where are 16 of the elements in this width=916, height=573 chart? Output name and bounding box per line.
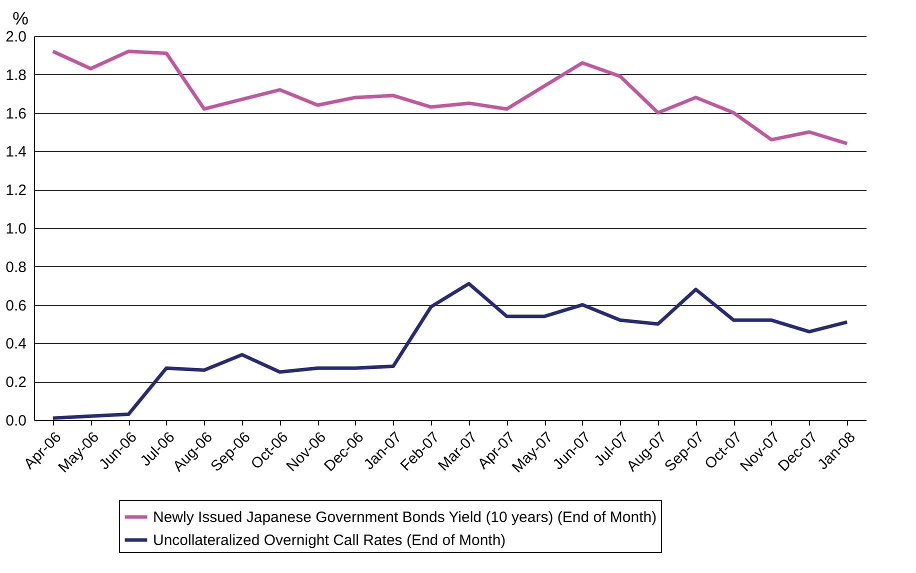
y-tick-label: 0.8: [6, 258, 26, 276]
line-series: [51, 50, 849, 146]
y-tick-label: 2.0: [6, 28, 26, 46]
legend-label: Uncollateralized Overnight Call Rates (End of Month): [153, 532, 506, 549]
line-series: [51, 282, 849, 420]
y-tick-label: 1.8: [6, 66, 26, 84]
y-tick-label: 0.0: [6, 412, 26, 430]
y-tick-label: 1.0: [6, 220, 26, 238]
y-tick-label: 1.6: [6, 105, 26, 122]
y-tick-label: 0.2: [6, 374, 26, 392]
y-tick-label: 1.2: [6, 182, 26, 200]
y-tick-label: 0.6: [6, 297, 26, 314]
legend-label: Newly Issued Japanese Government Bonds Yield (10 years) (End of Month): [153, 509, 657, 526]
y-axis-title: %: [12, 8, 29, 28]
y-tick-label: 0.4: [6, 336, 26, 353]
y-tick-label: 1.4: [6, 144, 26, 161]
